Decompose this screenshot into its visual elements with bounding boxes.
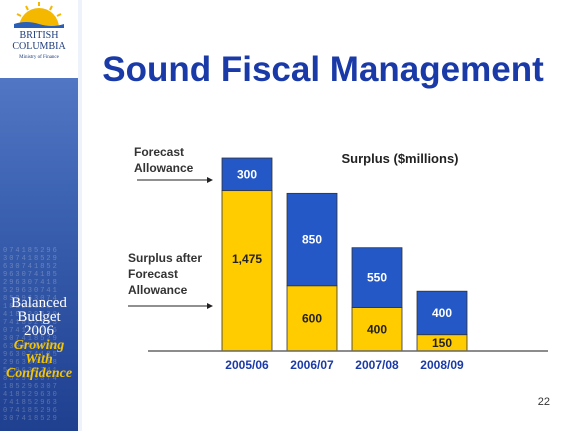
value-label-forecast-2008/09: 400: [432, 306, 452, 320]
bar-surplus-2007/08: [351, 307, 403, 352]
legend-surplus-line1: Surplus after: [128, 251, 202, 265]
bar-forecast-2006/07: [286, 192, 338, 287]
badge-line2: Budget: [17, 309, 61, 325]
x-tick-label-2006/07: 2006/07: [290, 358, 334, 372]
sidebar-divider: [78, 0, 82, 431]
bar-surplus-2005/06: [221, 190, 273, 352]
value-label-forecast-2006/07: 850: [302, 233, 322, 247]
bar-forecast-2007/08: [351, 247, 403, 308]
x-tick-label-2005/06: 2005/06: [225, 358, 269, 372]
x-tick-label-2008/09: 2008/09: [420, 358, 464, 372]
badge-line1: Balanced: [11, 295, 67, 311]
x-tick-label-2007/08: 2007/08: [355, 358, 399, 372]
value-label-forecast-2007/08: 550: [367, 271, 387, 285]
bar-surplus-2006/07: [286, 285, 338, 352]
badge-line3: 2006: [24, 323, 54, 339]
value-label-surplus-2006/07: 600: [302, 311, 322, 325]
slogan-line2: With: [25, 352, 53, 367]
value-label-surplus-2007/08: 400: [367, 322, 387, 336]
slogan-line3: Confidence: [5, 366, 73, 381]
bc-logo: BRITISH COLUMBIA Ministry of Finance: [0, 0, 78, 78]
value-label-surplus-2008/09: 150: [432, 336, 452, 350]
slide-title: Sound Fiscal Management: [102, 50, 544, 89]
value-label-surplus-2005/06: 1,475: [232, 252, 262, 266]
page-number: 22: [537, 396, 550, 408]
legend-surplus-line2: Forecast: [128, 267, 178, 281]
logo-text-line2: COLUMBIA: [12, 41, 66, 52]
chart-title: Surplus ($millions): [341, 151, 458, 166]
legend-forecast-line2: Allowance: [134, 161, 194, 175]
bar-forecast-2008/09: [416, 290, 468, 336]
legend-forecast-line1: Forecast: [134, 145, 184, 159]
slogan-line1: Growing: [13, 338, 65, 353]
branding-sidebar: BRITISH COLUMBIA Ministry of Finance 074…: [0, 0, 78, 431]
bar-forecast-2005/06: [221, 157, 273, 192]
sun-logo-icon: [14, 2, 64, 28]
value-label-forecast-2005/06: 300: [237, 167, 257, 181]
logo-text-line1: BRITISH: [19, 30, 59, 41]
legend-surplus-line3: Allowance: [128, 283, 188, 297]
ministry-label: Ministry of Finance: [19, 55, 59, 60]
